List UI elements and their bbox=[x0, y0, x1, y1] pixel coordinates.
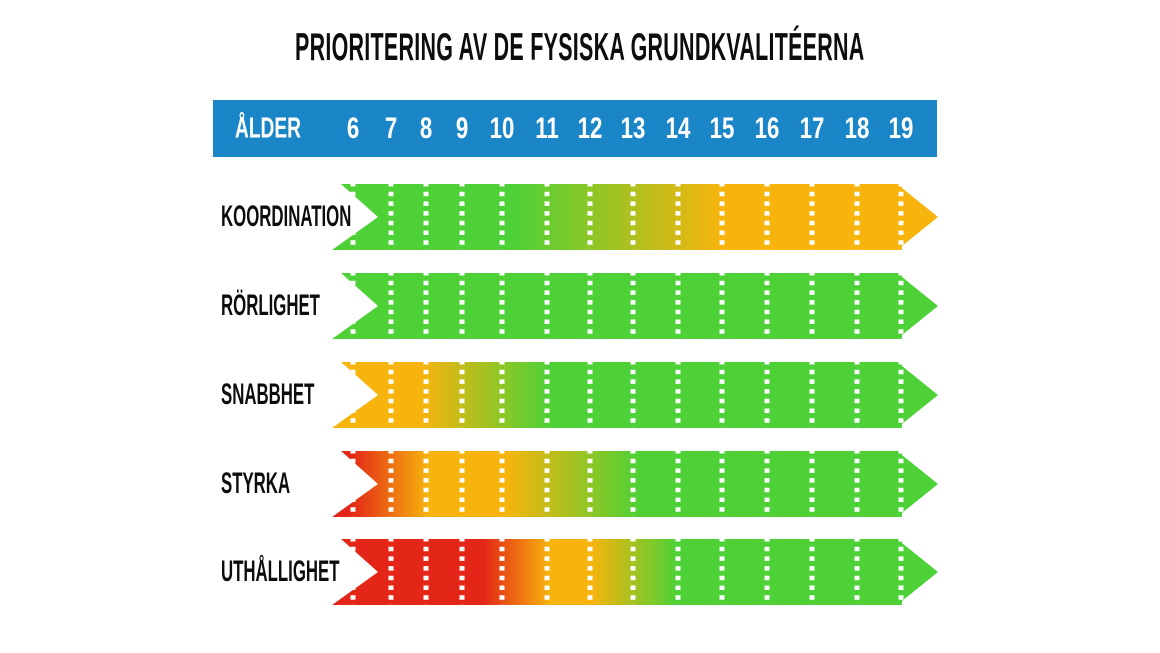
age-tick-11: 11 bbox=[535, 111, 559, 145]
priority-bar-snabbhet bbox=[332, 362, 938, 428]
age-header-bar: ÅLDER 6 7 8 9 10 11 12 13 14 15 16 17 18 19 bbox=[213, 100, 937, 157]
row-label-uthållighet: UTHÅLLIGHET bbox=[221, 539, 433, 605]
row-label-snabbhet: SNABBHET bbox=[221, 362, 388, 428]
row-label-styrka: STYRKA bbox=[221, 451, 344, 517]
priority-bar-uthållighet bbox=[332, 539, 938, 605]
age-tick-10: 10 bbox=[489, 111, 515, 145]
age-divider-dashes bbox=[350, 451, 904, 517]
row-label-text: STYRKA bbox=[221, 467, 291, 500]
age-divider-dashes bbox=[350, 539, 904, 605]
arrow-banner-shape bbox=[332, 184, 938, 250]
age-tick-12: 12 bbox=[577, 111, 603, 145]
row-label-text: UTHÅLLIGHET bbox=[221, 555, 340, 588]
arrow-banner-shape bbox=[332, 362, 938, 428]
age-tick-6: 6 bbox=[346, 111, 360, 145]
priority-bar-koordination bbox=[332, 184, 938, 250]
row-label-text: RÖRLIGHET bbox=[221, 289, 320, 322]
age-tick-16: 16 bbox=[754, 111, 780, 145]
age-tick-9: 9 bbox=[455, 111, 469, 145]
arrow-banner-shape bbox=[332, 451, 938, 517]
page-title: PRIORITERING AV DE FYSISKA GRUNDKVALITÉE… bbox=[0, 26, 1160, 70]
age-divider-dashes bbox=[350, 273, 904, 339]
age-tick-17: 17 bbox=[799, 111, 825, 145]
age-tick-15: 15 bbox=[709, 111, 735, 145]
age-tick-18: 18 bbox=[844, 111, 870, 145]
arrow-banner-shape bbox=[332, 273, 938, 339]
page-title-text: PRIORITERING AV DE FYSISKA GRUNDKVALITÉE… bbox=[295, 26, 865, 69]
age-tick-14: 14 bbox=[665, 111, 691, 145]
row-label-koordination: KOORDINATION bbox=[221, 184, 454, 250]
priority-bar-styrka bbox=[332, 451, 938, 517]
age-tick-7: 7 bbox=[384, 111, 398, 145]
arrow-banner-shape bbox=[332, 539, 938, 605]
age-divider-dashes bbox=[350, 184, 904, 250]
age-header-label: ÅLDER bbox=[235, 112, 301, 144]
age-divider-dashes bbox=[350, 362, 904, 428]
age-tick-13: 13 bbox=[620, 111, 646, 145]
age-tick-8: 8 bbox=[419, 111, 433, 145]
row-label-text: KOORDINATION bbox=[221, 200, 352, 233]
priority-bar-rörlighet bbox=[332, 273, 938, 339]
age-tick-19: 19 bbox=[888, 111, 914, 145]
row-label-rörlighet: RÖRLIGHET bbox=[221, 273, 398, 339]
row-label-text: SNABBHET bbox=[221, 378, 315, 411]
